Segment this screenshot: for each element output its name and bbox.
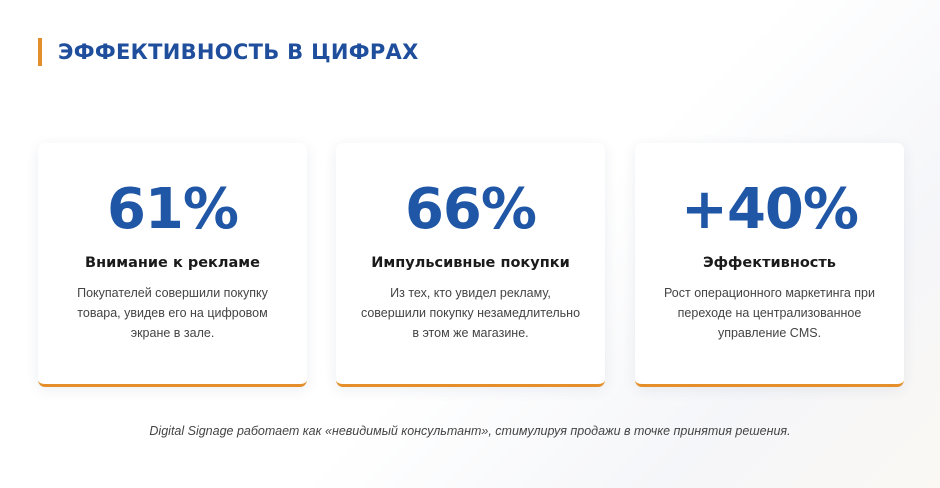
stat-card-impulse: 66% Импульсивные покупки Из тех, кто уви… [336, 143, 605, 387]
stat-description: Покупателей совершили покупку товара, ув… [77, 286, 268, 340]
section-header: ЭФФЕКТИВНОСТЬ В ЦИФРАХ [38, 38, 419, 66]
stat-label: Внимание к рекламе [85, 255, 260, 271]
stats-cards: 61% Внимание к рекламе Покупателей совер… [38, 143, 904, 390]
stat-value: +40% [681, 177, 859, 242]
page-title: ЭФФЕКТИВНОСТЬ В ЦИФРАХ [58, 40, 419, 64]
stat-description: Рост операционного маркетинга при перехо… [664, 286, 875, 340]
footer-note: Digital Signage работает как «невидимый … [149, 424, 791, 438]
stat-value: 61% [106, 177, 239, 242]
stat-label: Импульсивные покупки [371, 255, 570, 271]
title-accent-bar [38, 38, 42, 66]
stat-card-attention: 61% Внимание к рекламе Покупателей совер… [38, 143, 307, 387]
stat-value: 66% [404, 177, 537, 242]
stat-card-efficiency: +40% Эффективность Рост операционного ма… [635, 143, 904, 387]
stat-description: Из тех, кто увидел рекламу, совершили по… [360, 286, 581, 340]
stat-label: Эффективность [703, 255, 836, 271]
